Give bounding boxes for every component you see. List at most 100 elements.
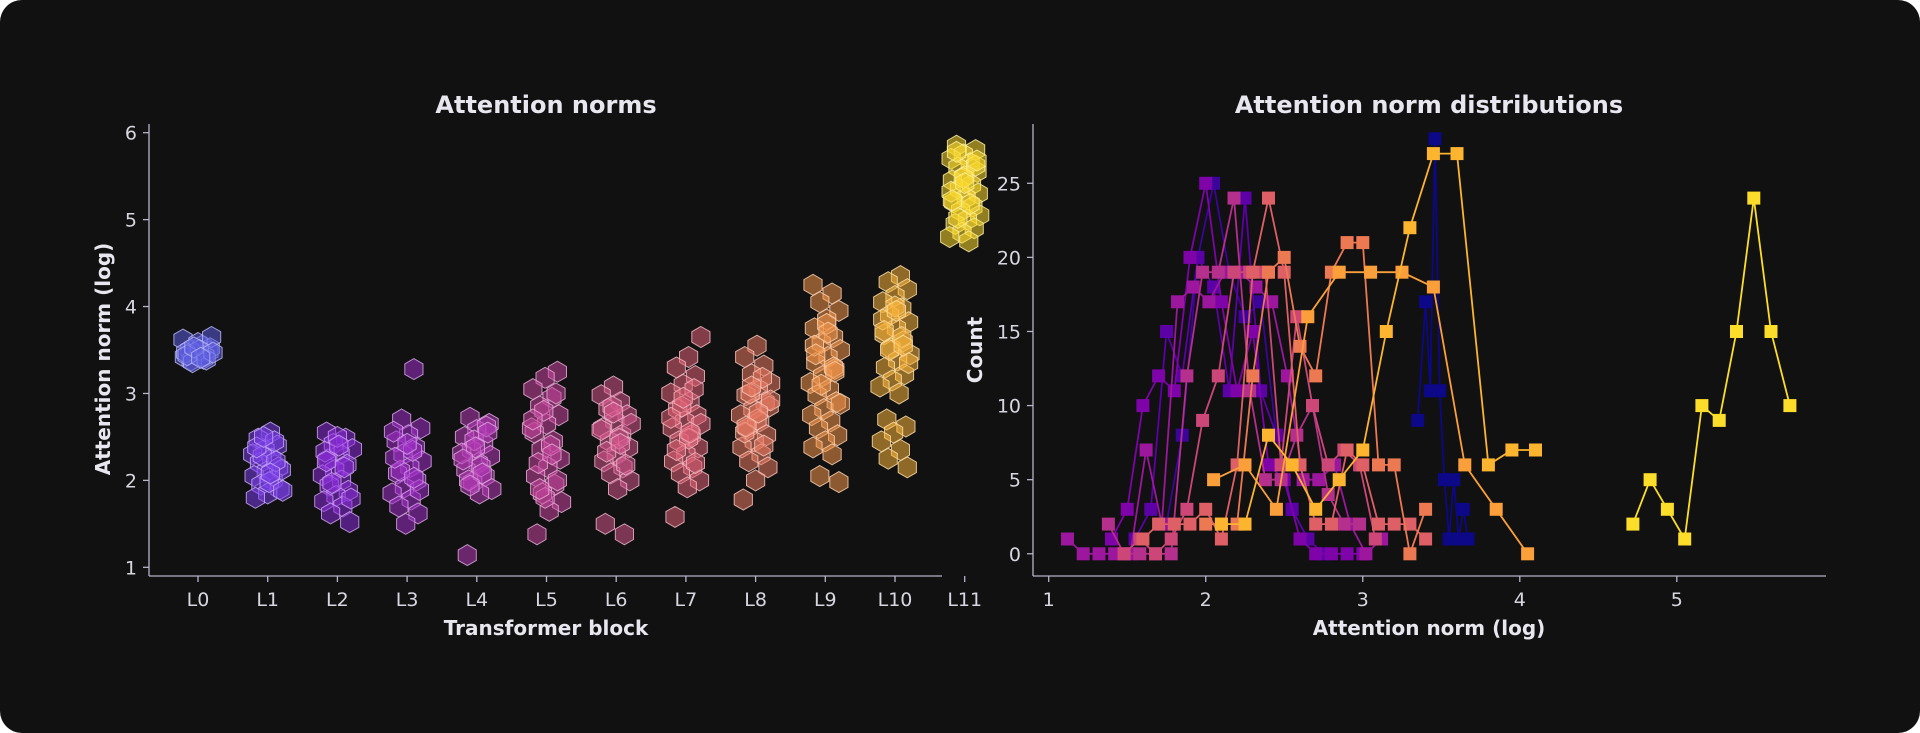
series-marker-L4 [1061,532,1074,546]
series-marker-L7 [1152,517,1166,531]
left-x-tick-label: L3 [396,589,419,611]
series-marker-L9 [1207,473,1221,487]
right-y-tick-label: 25 [997,173,1021,195]
series-marker-L2 [1254,384,1268,398]
point-L8 [758,456,778,479]
point-L1 [254,425,274,448]
point-L11 [959,230,979,253]
series-marker-L5 [1258,473,1272,487]
series-marker-L6 [1164,532,1178,546]
series-marker-L7 [1277,265,1291,279]
series-marker-L11 [1730,325,1743,338]
series-marker-L3 [1262,458,1275,472]
left-y-tick-label: 1 [125,557,137,579]
point-L3 [396,512,416,535]
left-x-tick-label: L7 [675,589,698,611]
right-x-axis-label: Attention norm (log) [1313,616,1546,640]
series-marker-L7 [1183,517,1197,531]
point-L4 [460,474,480,497]
series-marker-L9 [1426,280,1440,294]
series-marker-L2 [1144,502,1158,516]
series-marker-L7 [1356,458,1370,472]
point-L8 [746,469,766,492]
series-marker-L7 [1387,517,1401,531]
point-L6 [591,418,611,442]
point-L6 [608,478,628,501]
series-marker-L9 [1458,458,1472,472]
point-L8 [754,434,774,457]
series-marker-L3 [1340,547,1354,561]
point-L3 [404,466,424,489]
series-marker-L6 [1180,502,1194,516]
series-marker-L8 [1419,502,1433,516]
right-y-tick-label: 20 [997,247,1021,269]
point-L10 [899,351,919,375]
series-marker-L5 [1133,547,1147,561]
point-L11 [940,225,960,249]
series-marker-L11 [1678,532,1692,546]
point-L9 [803,436,823,459]
point-L9 [822,443,842,466]
series-marker-L0 [1411,413,1425,427]
right-x-tick-label: 5 [1671,589,1683,611]
point-L1 [245,486,265,509]
right-y-tick-label: 15 [997,321,1021,343]
point-L11 [948,206,968,229]
point-L10 [870,375,890,398]
point-L5 [547,469,567,492]
series-marker-L7 [1340,443,1354,457]
point-L9 [806,343,826,366]
series-marker-L7 [1167,517,1181,531]
series-marker-L9 [1238,458,1252,472]
point-L2 [341,487,361,510]
point-L2 [322,471,342,495]
series-marker-L6 [1196,413,1210,427]
point-L2 [316,450,337,473]
series-marker-L6 [1211,369,1225,383]
series-marker-L11 [1695,399,1709,413]
point-L2 [340,511,360,534]
series-marker-L7 [1214,532,1228,546]
right-y-ticks: 0 5 10 15 20 25 [997,173,1033,566]
series-marker-L4 [1076,547,1090,561]
point-L5 [542,443,562,466]
series-marker-L0 [1428,132,1442,146]
series-marker-L10 [1214,517,1228,531]
point-L3 [404,358,424,381]
point-L3 [383,420,404,443]
right-y-axis-label: Count [963,316,987,383]
point-L7 [691,325,711,349]
series-marker-L7 [1309,517,1323,531]
point-L9 [825,360,845,383]
series-marker-L8 [1403,547,1417,561]
series-L7 [1136,191,1433,546]
series-marker-L11 [1764,325,1778,338]
series-marker-L0 [1461,532,1475,546]
series-marker-L2 [1238,191,1252,205]
series-marker-L7 [1324,517,1338,531]
point-L4 [472,462,492,485]
left-x-ticks: L0 L1 L2 L3 L4 L5 L6 L7 L8 L9 L10 L11 [187,576,982,611]
series-marker-L7 [1262,191,1275,205]
series-marker-L9 [1489,502,1503,516]
point-L10 [897,456,917,479]
series-marker-L10 [1238,517,1252,531]
point-L9 [810,464,830,488]
series-marker-L3 [1293,532,1307,546]
series-marker-L6 [1368,532,1382,546]
series-marker-L9 [1395,265,1409,279]
point-L5 [546,382,566,405]
series-marker-L5 [1243,384,1257,398]
point-L5 [527,523,547,546]
series-marker-L10 [1285,458,1299,472]
series-marker-L10 [1481,458,1495,472]
series-marker-L4 [1092,547,1106,561]
series-L11 [1626,191,1797,546]
series-marker-L3 [1120,502,1134,516]
left-y-axis-label: Attention norm (log) [91,243,115,476]
point-L10 [874,319,894,342]
series-marker-L11 [1643,473,1657,487]
point-L2 [321,502,341,525]
left-x-tick-label: L11 [947,589,982,611]
point-L5 [530,478,550,501]
